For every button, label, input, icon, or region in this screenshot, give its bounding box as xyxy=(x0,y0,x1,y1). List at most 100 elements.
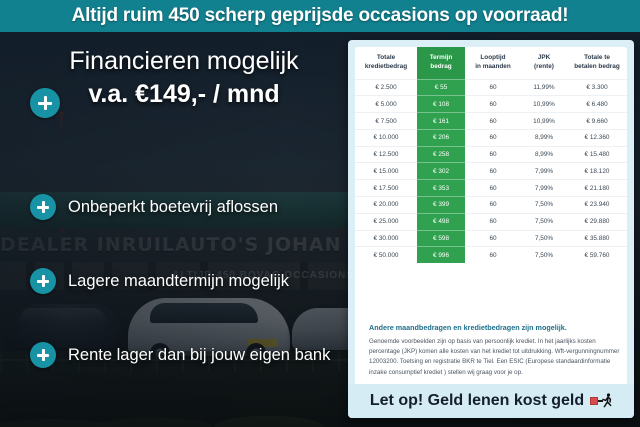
table-cell: 7,99% xyxy=(521,162,567,180)
table-cell: € 399 xyxy=(417,196,465,214)
table-cell: € 5.000 xyxy=(355,95,417,113)
table-cell: € 30.000 xyxy=(355,229,417,247)
banner-headline: Altijd ruim 450 scherp geprijsde occasio… xyxy=(71,5,569,26)
table-cell: € 108 xyxy=(417,95,465,113)
table-cell: € 996 xyxy=(417,246,465,264)
table-cell: 7,99% xyxy=(521,179,567,197)
table-cell: € 12.500 xyxy=(355,145,417,163)
disclaimer-body: Genoemde voorbeelden zijn op basis van p… xyxy=(369,338,620,376)
table-row: € 20.000 € 399 60 7,50% € 23.940 xyxy=(355,196,627,214)
table-cell: € 6.480 xyxy=(567,95,627,113)
table-cell: 60 xyxy=(465,246,521,264)
table-cell: € 15.480 xyxy=(567,145,627,163)
table-row: € 30.000 € 598 60 7,50% € 35.880 xyxy=(355,229,627,247)
table-cell: € 23.940 xyxy=(567,196,627,214)
table-cell: € 12.360 xyxy=(567,128,627,147)
promo-headline-line2: v.a. €149,- / mnd xyxy=(88,80,280,108)
table-cell: € 161 xyxy=(417,112,465,130)
finance-rates-card: Totale kredietbedrag Termijn bedrag Looptijd… xyxy=(348,40,634,418)
promo-headline: Financieren mogelijk v.a. €149,- / mnd xyxy=(26,46,342,110)
list-item: Lagere maandtermijn mogelijk xyxy=(0,244,348,318)
table-cell: € 18.120 xyxy=(567,162,627,180)
table-cell: € 598 xyxy=(417,229,465,247)
promo-headline-line1: Financieren mogelijk xyxy=(69,47,299,75)
promo-bullet-list: Onbeperkt boetevrij aflossen Lagere maan… xyxy=(0,170,348,392)
rates-table: Totale kredietbedrag Termijn bedrag Looptijd… xyxy=(355,47,627,264)
table-body: € 2.500 € 55 60 11,99% € 3.300 € 5.000 € 108 60… xyxy=(355,78,627,264)
bullet-label: Rente lager dan bij jouw eigen bank xyxy=(68,345,331,364)
table-column-header: JPK (rente) xyxy=(534,54,554,71)
table-cell: € 59.760 xyxy=(567,246,627,264)
table-cell: 11,99% xyxy=(521,78,567,96)
table-cell: 60 xyxy=(465,196,521,214)
table-cell: 60 xyxy=(465,212,521,231)
table-cell: 60 xyxy=(465,112,521,130)
table-cell: € 7.500 xyxy=(355,112,417,130)
top-banner: Altijd ruim 450 scherp geprijsde occasio… xyxy=(0,0,640,32)
table-cell: 7,50% xyxy=(521,212,567,231)
money-running-away-icon xyxy=(590,393,612,409)
table-cell: € 15.000 xyxy=(355,162,417,180)
table-cell: € 353 xyxy=(417,179,465,197)
table-cell: 60 xyxy=(465,179,521,197)
table-row: € 10.000 € 206 60 8,99% € 12.360 xyxy=(355,128,627,147)
table-row: € 5.000 € 108 60 10,99% € 6.480 xyxy=(355,95,627,113)
table-row: € 17.500 € 353 60 7,99% € 21.180 xyxy=(355,179,627,197)
table-column-header: Looptijd in maanden xyxy=(475,54,511,71)
table-cell: 60 xyxy=(465,128,521,147)
table-cell: € 10.000 xyxy=(355,128,417,147)
table-cell: € 21.180 xyxy=(567,179,627,197)
table-cell: 60 xyxy=(465,162,521,180)
table-cell: € 206 xyxy=(417,128,465,147)
table-cell: 60 xyxy=(465,145,521,163)
promo-column: Financieren mogelijk v.a. €149,- / mnd O… xyxy=(0,32,348,427)
table-cell: € 29.880 xyxy=(567,212,627,231)
table-cell: € 50.000 xyxy=(355,246,417,264)
table-cell: € 302 xyxy=(417,162,465,180)
table-cell: € 17.500 xyxy=(355,179,417,197)
table-cell: 7,50% xyxy=(521,229,567,247)
plus-icon xyxy=(30,342,56,368)
table-cell: 7,50% xyxy=(521,246,567,264)
disclaimer-block: Andere maandbedragen en kredietbedragen … xyxy=(369,323,627,378)
plus-icon xyxy=(30,194,56,220)
table-header-row: Totale kredietbedrag Termijn bedrag Looptijd… xyxy=(355,47,627,80)
warning-bar: Let op! Geld lenen kost geld xyxy=(348,384,634,418)
table-cell: 10,99% xyxy=(521,95,567,113)
table-cell: 7,50% xyxy=(521,196,567,214)
table-cell: 8,99% xyxy=(521,145,567,163)
table-cell: € 3.300 xyxy=(567,78,627,96)
table-cell: 60 xyxy=(465,95,521,113)
table-row: € 12.500 € 258 60 8,99% € 15.480 xyxy=(355,145,627,163)
plus-icon xyxy=(30,268,56,294)
disclaimer-title: Andere maandbedragen en kredietbedragen … xyxy=(369,323,567,332)
table-row: € 50.000 € 996 60 7,50% € 59.760 xyxy=(355,246,627,264)
table-cell: € 20.000 xyxy=(355,196,417,214)
table-cell: € 2.500 xyxy=(355,78,417,96)
bullet-label: Onbeperkt boetevrij aflossen xyxy=(68,197,279,216)
table-cell: € 35.880 xyxy=(567,229,627,247)
table-row: € 25.000 € 498 60 7,50% € 29.880 xyxy=(355,212,627,231)
warning-text: Let op! Geld lenen kost geld xyxy=(369,392,585,409)
table-cell: € 25.000 xyxy=(355,212,417,231)
table-cell: € 498 xyxy=(417,212,465,231)
table-row: € 2.500 € 55 60 11,99% € 3.300 xyxy=(355,78,627,96)
table-cell: € 55 xyxy=(417,78,465,96)
table-column-header: Totale te betalen bedrag xyxy=(574,54,620,71)
bullet-label: Lagere maandtermijn mogelijk xyxy=(68,271,290,290)
table-cell: € 9.660 xyxy=(567,112,627,130)
table-cell: 8,99% xyxy=(521,128,567,147)
table-cell: 10,99% xyxy=(521,112,567,130)
table-row: € 7.500 € 161 60 10,99% € 9.660 xyxy=(355,112,627,130)
table-cell: 60 xyxy=(465,229,521,247)
table-cell: € 258 xyxy=(417,145,465,163)
plus-icon xyxy=(30,88,60,118)
list-item: Onbeperkt boetevrij aflossen xyxy=(0,170,348,244)
card-inner-panel: Totale kredietbedrag Termijn bedrag Looptijd… xyxy=(355,47,627,402)
table-column-header: Termijn bedrag xyxy=(417,47,465,80)
table-cell: 60 xyxy=(465,78,521,96)
list-item: Rente lager dan bij jouw eigen bank xyxy=(0,318,348,392)
table-column-header: Totale kredietbedrag xyxy=(364,54,408,71)
table-row: € 15.000 € 302 60 7,99% € 18.120 xyxy=(355,162,627,180)
